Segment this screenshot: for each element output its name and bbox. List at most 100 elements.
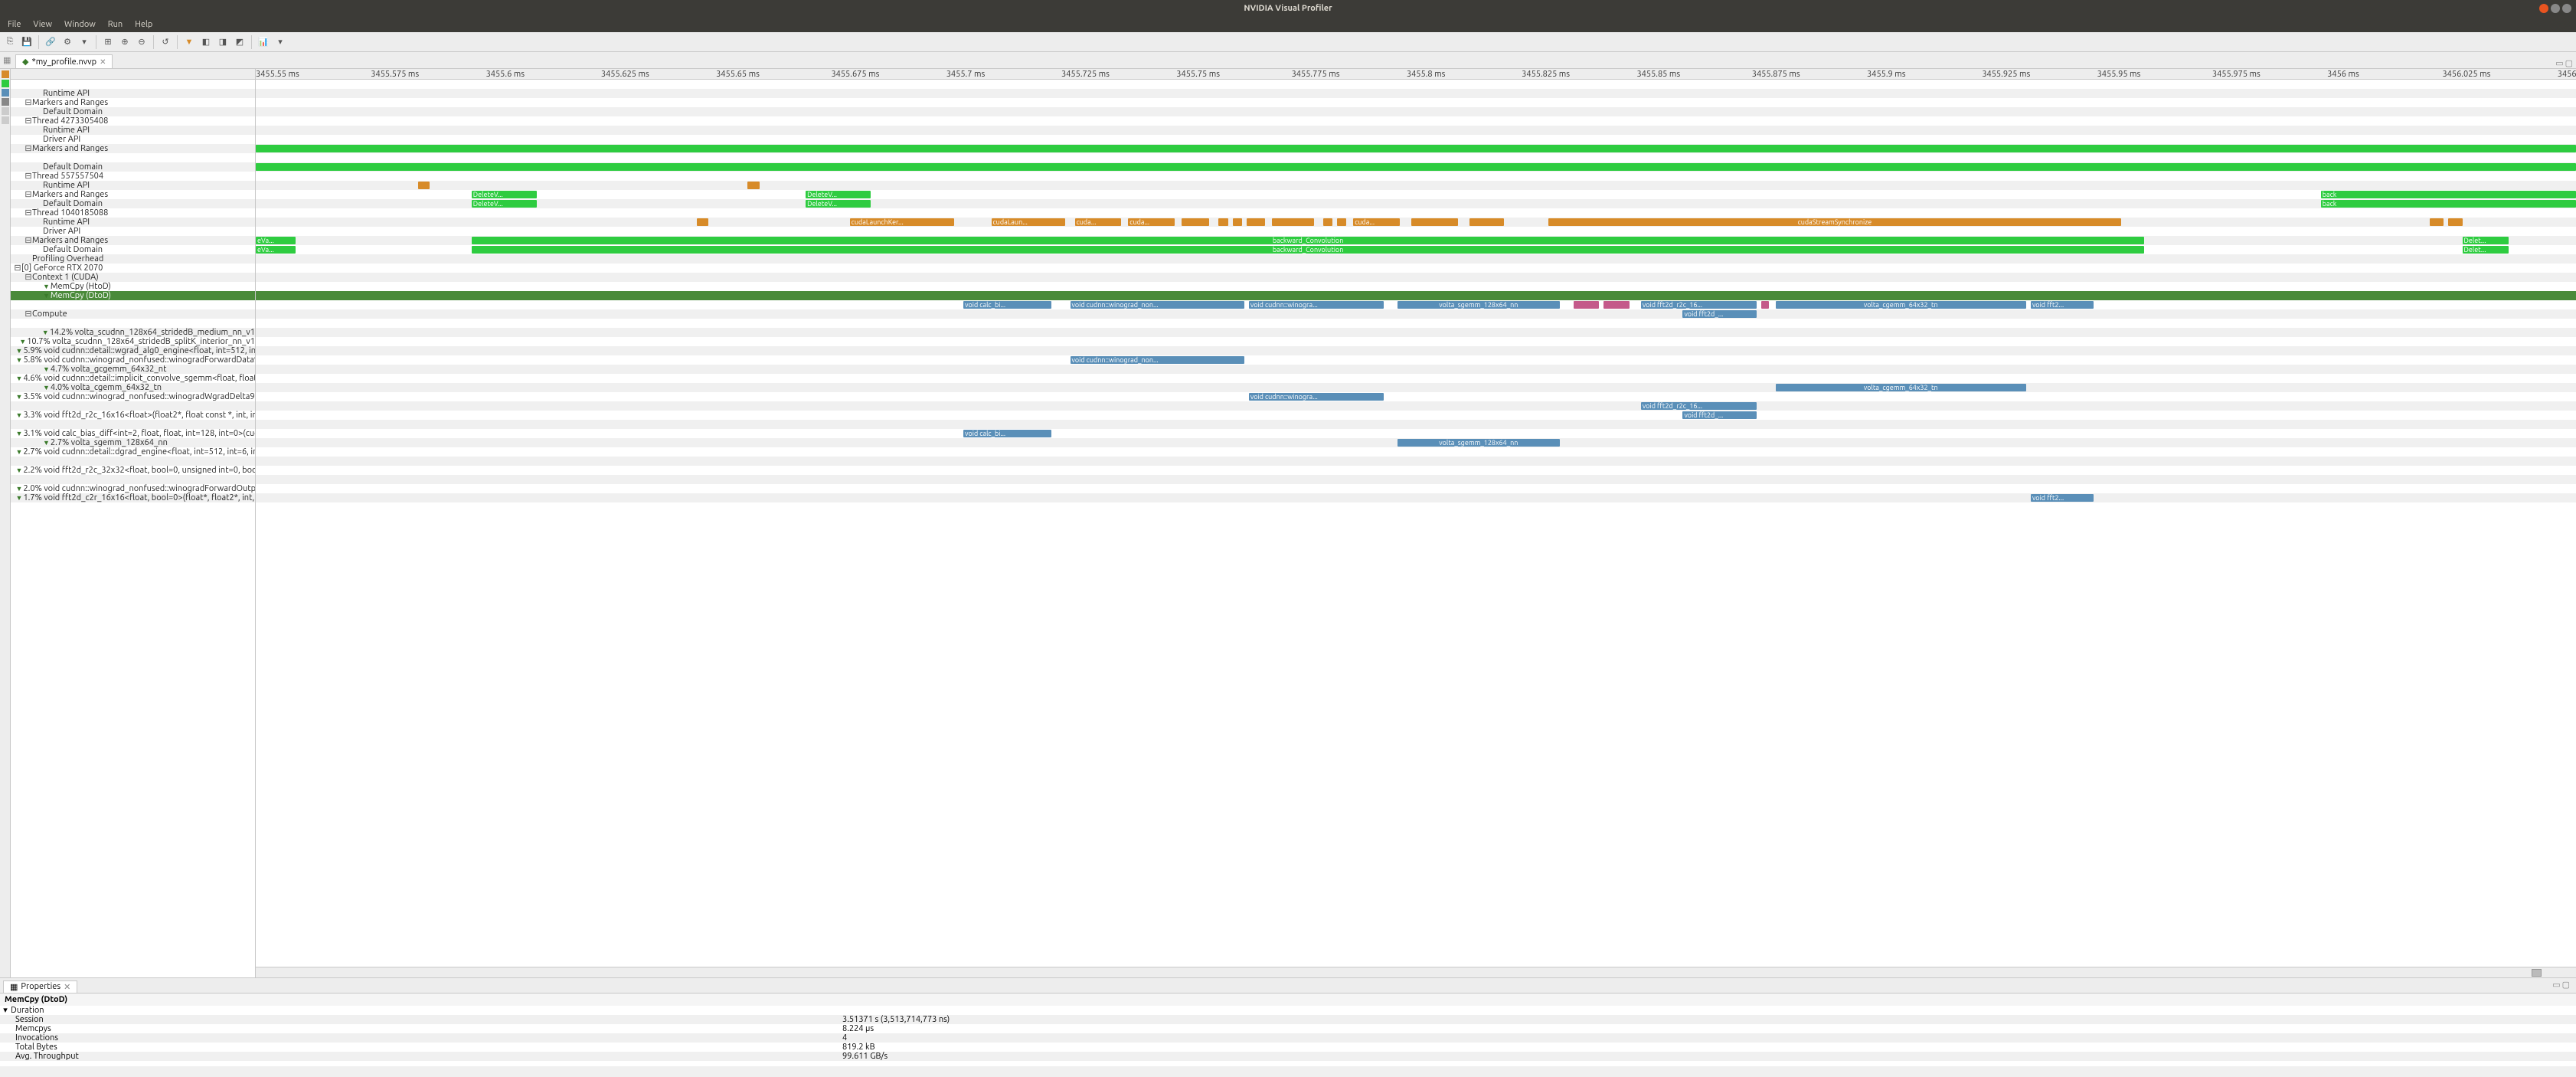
timeline-bar[interactable] [1574,301,1599,309]
tree-toggle-icon[interactable]: ⊟ [25,309,32,319]
timeline-bar[interactable] [2430,218,2444,226]
timeline-row[interactable]: volta_sgemm_128x64_nn [256,438,2576,447]
filter-icon[interactable]: ▼ [16,346,23,355]
tree-toggle-icon[interactable]: ⊟ [25,273,32,282]
tree-row[interactable] [11,457,255,466]
gutter-icon-4[interactable] [2,98,9,106]
timeline-bar[interactable]: void fft2d_... [1682,411,1757,419]
timeline-row[interactable] [256,466,2576,475]
timeline-row[interactable] [256,208,2576,218]
timeline-row[interactable] [256,227,2576,236]
settings-icon[interactable]: ⚙ [60,35,74,49]
tree-row[interactable]: Driver API [11,135,255,144]
tree-row[interactable]: ▼5.8% void cudnn::winograd_nonfused::win… [11,355,255,365]
timeline-row[interactable] [256,374,2576,383]
filter-icon[interactable]: ▼ [16,484,23,493]
timeline-bar[interactable]: void fft2d_r2c_16... [1641,301,1757,309]
tree-row[interactable]: ⊟Markers and Ranges [11,190,255,199]
filter-icon[interactable]: ▼ [43,282,50,291]
tree-toggle-icon[interactable]: ⊟ [25,98,32,107]
timeline-bar[interactable] [1337,218,1346,226]
timeline-bar[interactable]: void fft2d_... [1682,310,1757,318]
timeline-bar[interactable]: backward_Convolution [472,237,2145,244]
timeline-row[interactable] [256,273,2576,282]
filter-icon[interactable]: ▼ [43,383,50,392]
timeline-row[interactable]: DeleteV...DeleteV...back [256,199,2576,208]
timeline-row[interactable] [256,457,2576,466]
timeline-bar[interactable]: void cudnn::winograd_non... [1071,301,1244,309]
tree-row[interactable] [11,420,255,429]
timeline-bar[interactable]: cuda... [1075,218,1122,226]
minimize-pane-icon[interactable]: ▭ [2555,58,2563,68]
gutter-icon-5[interactable] [2,107,9,115]
timeline-row[interactable] [256,475,2576,484]
timeline-bar[interactable]: eVa... [256,246,296,254]
menu-view[interactable]: View [28,18,57,31]
timeline-bar[interactable]: volta_sgemm_128x64_nn [1398,301,1560,309]
timeline-row[interactable] [256,80,2576,89]
tree-row[interactable]: Runtime API [11,218,255,227]
timeline-bar[interactable]: cuda... [1353,218,1400,226]
timeline-row[interactable]: void fft2d_r2c_16... [256,401,2576,411]
maximize-pane-icon[interactable]: ▢ [2565,58,2573,68]
timeline-bar[interactable]: Delet... [2463,237,2509,244]
timeline-bar[interactable]: Delet... [2463,246,2509,254]
timeline-row[interactable]: void fft2... [256,493,2576,502]
timeline-bar[interactable] [1182,218,1209,226]
tab-close-icon[interactable]: ✕ [100,57,106,67]
tree-row[interactable]: ▼5.9% void cudnn::detail::wgrad_alg0_eng… [11,346,255,355]
timeline-row[interactable] [256,328,2576,337]
timeline-bar[interactable] [418,182,430,189]
filter-icon[interactable]: ▼ [16,466,23,475]
tree-row[interactable]: ⊟Markers and Ranges [11,236,255,245]
timeline-row[interactable] [256,98,2576,107]
analysis3-icon[interactable]: ◩ [233,35,247,49]
filter-icon[interactable]: ▼ [182,35,196,49]
tree-row[interactable] [11,319,255,328]
horizontal-scrollbar[interactable] [256,967,2576,977]
tree-row[interactable]: ⊟Thread 557557504 [11,172,255,181]
filter-icon[interactable]: ▼ [43,365,50,374]
save-icon[interactable]: 💾 [20,35,34,49]
timeline-row[interactable] [256,365,2576,374]
properties-tab-close-icon[interactable]: ✕ [64,982,70,992]
timeline-row[interactable] [256,135,2576,144]
tree-row[interactable]: ▼14.2% volta_scudnn_128x64_stridedB_medi… [11,328,255,337]
tree-row[interactable]: Default Domain [11,162,255,172]
tree-row[interactable]: ▼4.0% volta_cgemm_64x32_tn [11,383,255,392]
timeline-row[interactable] [256,116,2576,126]
timeline-bar[interactable] [1469,218,1504,226]
timeline-bar[interactable] [2448,218,2462,226]
tree-row[interactable]: ▼MemCpy (DtoD) [11,291,255,300]
tree-row[interactable]: Runtime API [11,126,255,135]
timeline-bar[interactable]: back [2321,191,2576,198]
gutter-icon-3[interactable] [2,89,9,97]
analysis1-icon[interactable]: ◧ [199,35,213,49]
tree-toggle-icon[interactable]: ⊟ [25,116,32,126]
timeline-bar[interactable]: cudaLaun... [992,218,1066,226]
tree-row[interactable]: ▼1.7% void fft2d_c2r_16x16<float, bool=0… [11,493,255,502]
tree-row[interactable] [11,153,255,162]
tree-toggle-icon[interactable]: ⊟ [25,236,32,245]
timeline-bar[interactable]: DeleteV... [472,200,537,208]
tree-row[interactable]: Runtime API [11,89,255,98]
filter-icon[interactable]: ▼ [42,328,49,337]
filter-icon[interactable]: ▼ [16,355,23,365]
tree-row[interactable]: ⊟Compute [11,309,255,319]
timeline-bar[interactable]: void cudnn::winograd_non... [1071,356,1244,364]
prop-minimize-icon[interactable]: ▭ [2552,980,2560,990]
tree-row[interactable]: ▼MemCpy (HtoD) [11,282,255,291]
timeline-bar[interactable] [697,218,708,226]
tree-toggle-icon[interactable]: ⊟ [25,208,32,218]
timeline-bar[interactable]: DeleteV... [472,191,537,198]
zoom-out-icon[interactable]: ⊖ [135,35,149,49]
filter-icon[interactable]: ▼ [16,429,23,438]
timeline-bar[interactable] [1761,301,1768,309]
timeline-bar[interactable] [1233,218,1242,226]
prop-maximize-icon[interactable]: ▢ [2562,980,2570,990]
gutter-icon-6[interactable] [2,116,9,124]
tree-row[interactable]: ▼3.1% void calc_bias_diff<int=2, float, … [11,429,255,438]
timeline-bar[interactable]: eVa... [256,237,296,244]
timeline-bar[interactable]: cudaStreamSynchronize [1548,218,2121,226]
timeline-row[interactable] [256,447,2576,457]
